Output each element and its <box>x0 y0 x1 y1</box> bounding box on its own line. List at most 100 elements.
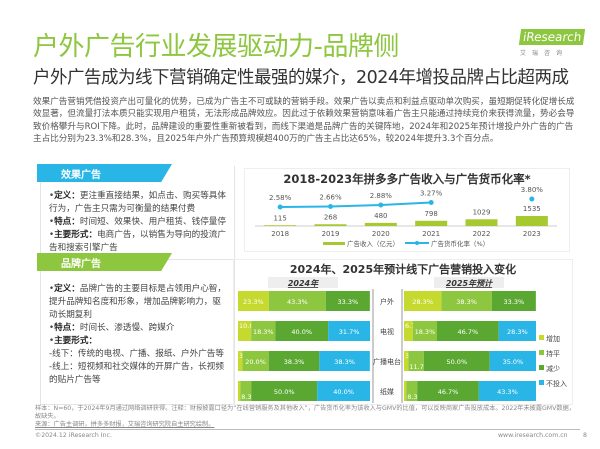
bar-segment <box>238 291 269 311</box>
segment-label: 10.0% <box>239 322 260 330</box>
bar-segment <box>325 291 370 311</box>
panel-tag-label: 品牌广告 <box>61 259 101 270</box>
footnote: 样本：N=60，于2024年9月通过网络调研获得。注释：财报披露口径为“在线营销… <box>35 405 580 429</box>
line-point <box>428 199 434 205</box>
bar-segment <box>238 321 252 341</box>
line-label: 2.66% <box>319 193 342 201</box>
item-value: 更注重直接结果，如点击、购买等具体行为，广告主只需为可衡量的结果付费 <box>49 191 226 214</box>
segment-label: 20.0% <box>245 358 266 366</box>
category-label: 户外 <box>380 297 394 306</box>
panel-item: •特点：时间长、渗透慢、跨媒介 <box>49 323 175 333</box>
legend-swatch <box>539 335 544 340</box>
segment-label: 8.3% <box>407 393 424 401</box>
bar <box>515 216 548 226</box>
bar-segment <box>423 351 490 371</box>
page-number: 8 <box>583 432 587 439</box>
website-link[interactable]: www.iresearch.com.cn <box>498 432 568 439</box>
bar-segment <box>478 381 536 401</box>
segment-label: 50.0% <box>446 358 467 366</box>
bar-label: 115 <box>273 214 286 222</box>
line-series <box>280 201 432 208</box>
bar-segment <box>275 321 329 341</box>
x-tick-label: 2020 <box>372 230 390 238</box>
bar-segment <box>328 321 370 341</box>
bar <box>415 220 448 226</box>
segment-label: 31.7% <box>339 328 360 336</box>
item-key: 定义： <box>54 191 80 201</box>
line-point <box>328 203 333 209</box>
body-paragraph: 效果广告营销凭借投资产出可量化的优势，已成为广告主不可或缺的营销手段。效果广告以… <box>33 97 575 144</box>
segment-label: 43.3% <box>287 298 308 306</box>
item-key: 特点： <box>54 323 80 333</box>
segment-label: 43.3% <box>497 388 518 396</box>
bar-segment <box>404 381 407 401</box>
item-value: -线上：短视频和社交媒体的开屏广告，长视频的贴片广告等 <box>49 362 224 385</box>
x-tick-label: 2019 <box>322 230 340 238</box>
item-key: 主要形式： <box>54 336 98 346</box>
item-value: 电商广告，以销售为导向的投流广告和搜索引擎广告 <box>49 230 226 253</box>
bar-segment <box>491 291 536 311</box>
bar-segment <box>317 381 370 401</box>
legend-swatch <box>539 365 544 370</box>
segment-label: 38.3% <box>456 298 477 306</box>
bar <box>314 224 347 226</box>
panel-tag-label: 效果广告 <box>61 170 101 181</box>
line-point <box>378 202 384 208</box>
bar-segment <box>404 291 442 311</box>
panel-item: •定义：品牌广告的主要目标是占领用户心智，提升品牌知名度和形象，增加品牌影响力，… <box>49 284 226 320</box>
segment-label: 38.3% <box>334 358 355 366</box>
bar-segment <box>437 321 499 341</box>
item-value: -线下：传统的电视、广播、报纸、户外广告等 <box>49 349 224 359</box>
segment-label: 40.0% <box>291 328 312 336</box>
segment-label: 46.7% <box>438 388 459 396</box>
legend-label: 增加 <box>546 334 560 343</box>
logo-text: iResearch <box>518 29 586 45</box>
x-tick-label: 2022 <box>473 230 491 238</box>
line-label: 3.27% <box>420 189 443 197</box>
bar-segment <box>408 351 424 371</box>
panel-header-bg <box>434 277 504 288</box>
bar-segment <box>498 321 536 341</box>
x-tick-label: 2021 <box>422 230 440 238</box>
item-key: 定义： <box>54 284 80 294</box>
bar-segment <box>240 381 252 401</box>
divider <box>35 429 580 430</box>
page-subtitle: 户外广告成为线下营销确定性最强的媒介，2024年增投品牌占比超两成 <box>33 68 569 88</box>
page-title: 户外广告行业发展驱动力-品牌侧 <box>33 32 399 62</box>
bar-segment <box>251 381 318 401</box>
legend-label: 广告收入（亿元） <box>347 239 399 248</box>
panel-header-bg <box>268 277 338 288</box>
segment-label: 33.3% <box>338 298 359 306</box>
bar-segment <box>268 291 326 311</box>
legend-label: 减少 <box>546 364 560 373</box>
legend-swatch <box>323 242 345 245</box>
offline-ad-chart: 2024年、2025年预计线下广告营销投入变化 2024年 23.3% 43.3% 3… <box>233 259 573 405</box>
category-label: 电视 <box>380 327 394 336</box>
bar-label: 798 <box>424 210 437 218</box>
line-point <box>529 196 535 202</box>
bar <box>264 225 297 226</box>
panel-item: •特点：时间短、效果快、用户租赁、钱停量停 <box>49 217 226 227</box>
legend-label: 不投入 <box>546 379 567 388</box>
revenue-chart: 2018-2023年拼多多广告收入与广告货币化率* 115 2018 2.58% 26… <box>244 168 570 252</box>
source-text: 来源：广告主调研，拼多多财报，艾瑞咨询研究院自主研究绘制。 <box>35 421 215 428</box>
segment-label: 8.3% <box>241 393 258 401</box>
bar-segment <box>238 381 241 401</box>
bar-segment <box>404 351 409 371</box>
legend-swatch <box>539 350 544 355</box>
legend-marker <box>415 241 419 245</box>
panel-tag: 品牌广告 <box>37 253 172 271</box>
bar-segment <box>319 351 370 371</box>
panel-header: 2024年 <box>288 279 319 288</box>
copyright: ©2024.12 iResearch Inc. <box>35 432 112 439</box>
footnote-text: 样本：N=60，于2024年9月通过网络调研获得。注释：财报披露口径为“在线营销… <box>35 405 575 420</box>
bar-label: 1029 <box>473 208 491 216</box>
segment-label: 28.3% <box>412 298 433 306</box>
segment-label: 46.7% <box>457 328 478 336</box>
bar-segment <box>441 291 492 311</box>
panel-header: 2025年预计 <box>446 279 493 288</box>
bar-segment <box>242 351 269 371</box>
segment-label: 38.3% <box>284 358 305 366</box>
panel-item: •定义：更注重直接结果，如点击、购买等具体行为，广告主只需为可衡量的结果付费 <box>49 191 226 214</box>
effect-ad-panel: 效果广告 •定义：更注重直接结果，如点击、购买等具体行为，广告主只需为可衡量的结果… <box>37 164 235 260</box>
